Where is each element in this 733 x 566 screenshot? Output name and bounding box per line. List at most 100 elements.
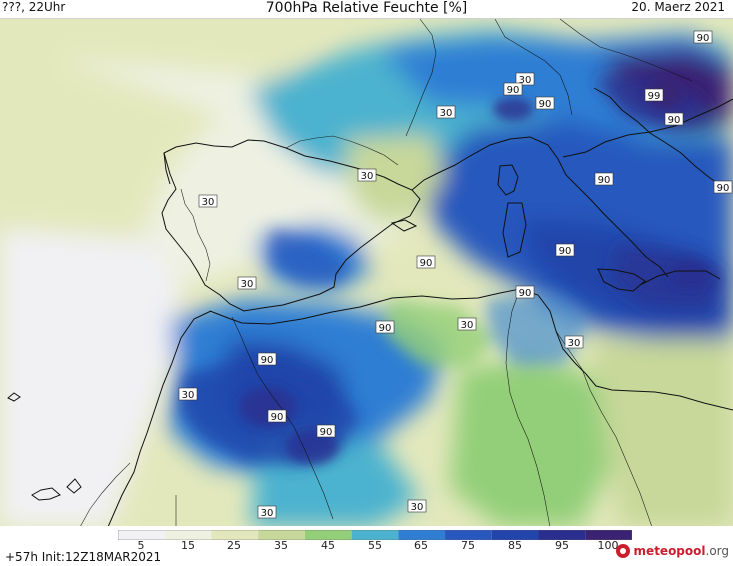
corsica-coastline <box>497 164 519 196</box>
contour-label: 90 <box>664 112 684 126</box>
border-alps <box>494 19 573 116</box>
contour-label-box <box>515 285 535 299</box>
humidity-zone-libya <box>590 339 733 527</box>
colorbar-label: 85 <box>508 539 522 552</box>
colorbar-segment <box>164 530 212 540</box>
coastlines <box>7 87 733 527</box>
header: ???, 22Uhr 700hPa Relative Feuchte [%] 2… <box>0 0 733 18</box>
balearic-islands <box>390 219 418 232</box>
contour-label-text: 90 <box>420 258 433 269</box>
contour-label-text: 30 <box>261 508 274 519</box>
madeira-island <box>7 392 21 402</box>
colorbar-label: 35 <box>274 539 288 552</box>
init-time: +57h Init:12Z18MAR2021 <box>5 550 162 564</box>
colorbar-segment <box>538 530 586 540</box>
meteopool-logo: meteopool.org <box>615 544 729 558</box>
contour-label: 30 <box>407 499 427 513</box>
contour-label: 90 <box>594 172 614 186</box>
contour-label-text: 30 <box>440 108 453 119</box>
contour-label: 30 <box>457 317 477 331</box>
contour-label-text: 30 <box>411 502 424 513</box>
iberia-coastline <box>161 139 421 312</box>
border-western-sahara <box>79 462 131 527</box>
country-borders <box>79 19 693 527</box>
colorbar <box>118 530 632 540</box>
contour-label: 30 <box>178 387 198 401</box>
contour-label-box <box>375 320 395 334</box>
contour-label-text: 90 <box>539 99 552 110</box>
contour-label-box <box>178 387 198 401</box>
contour-label-box <box>503 82 523 96</box>
humidity-zone-balearic <box>345 134 445 224</box>
humidity-core-3 <box>493 97 533 121</box>
adriatic-east-coast <box>593 87 726 189</box>
footer: 5 15 25 35 45 55 65 75 85 95 100 +57h In… <box>0 526 733 566</box>
contour-label: 30 <box>237 276 257 290</box>
humidity-zone-very-dry-west <box>0 229 182 527</box>
forecast-time: ???, 22Uhr <box>2 0 66 14</box>
contour-label-text: 30 <box>361 171 374 182</box>
contour-label: 90 <box>503 82 523 96</box>
colorbar-label: 15 <box>181 539 195 552</box>
colorbar-label: 100 <box>597 539 619 552</box>
contour-label: 99 <box>644 88 664 102</box>
colorbar-segment <box>585 530 632 540</box>
iberia-north-coast <box>163 152 171 185</box>
contour-label: 30 <box>564 335 584 349</box>
colorbar-label: 75 <box>461 539 475 552</box>
contour-label-text: 90 <box>668 115 681 126</box>
contour-label-text: 90 <box>519 288 532 299</box>
border-morocco-algeria <box>231 316 334 520</box>
contour-label-text: 30 <box>241 279 254 290</box>
colorbar-segment <box>118 530 165 540</box>
colorbar-label: 65 <box>414 539 428 552</box>
contour-label-box <box>357 168 377 182</box>
contour-label-text: 30 <box>568 338 581 349</box>
colorbar-segment <box>351 530 399 540</box>
sardinia-coastline <box>502 202 527 258</box>
colorbar-label: 5 <box>137 539 145 552</box>
logo-brand: meteopool <box>633 544 706 558</box>
sicily-coastline <box>597 268 646 292</box>
contour-label-box <box>316 424 336 438</box>
contour-label: 30 <box>515 72 535 86</box>
contour-label-box <box>693 30 713 44</box>
contour-label-text: 90 <box>379 323 392 334</box>
contour-label-box <box>713 180 733 194</box>
contour-label-text: 30 <box>461 320 474 331</box>
contour-label-text: 90 <box>261 355 274 366</box>
contour-label: 90 <box>416 255 436 269</box>
colorbar-labels: 5 15 25 35 45 55 65 75 85 95 100 <box>0 540 733 552</box>
map-title: 700hPa Relative Feuchte [%] <box>265 0 468 16</box>
contour-label: 30 <box>357 168 377 182</box>
logo-text: meteopool.org <box>634 544 729 558</box>
border-algeria-tunisia <box>505 288 551 527</box>
contour-label-text: 90 <box>559 246 572 257</box>
colorbar-label: 95 <box>555 539 569 552</box>
humidity-detail-spain-south <box>270 229 350 285</box>
colorbar-segment <box>491 530 539 540</box>
contour-label-box <box>594 172 614 186</box>
colorbar-segment <box>211 530 259 540</box>
colorbar-segment <box>398 530 446 540</box>
logo-icon <box>615 544 630 558</box>
border-portugal-spain <box>180 188 211 282</box>
contour-label-text: 30 <box>519 75 532 86</box>
adriatic-west-coast <box>562 98 733 158</box>
contour-label-box <box>564 335 584 349</box>
contour-label-box <box>198 194 218 208</box>
contour-label-text: 90 <box>320 427 333 438</box>
contour-label-box <box>644 88 664 102</box>
colorbar-segment <box>445 530 492 540</box>
colorbar-label: 25 <box>227 539 241 552</box>
contour-label-box <box>436 105 456 119</box>
contour-label-box <box>555 243 575 257</box>
france-italy-coast <box>411 136 669 278</box>
contour-label-box <box>257 505 277 519</box>
contour-label-text: 99 <box>648 91 661 102</box>
humidity-zone-south-east <box>450 359 620 527</box>
humidity-core-5 <box>670 260 710 288</box>
humidity-map-svg: 90 30 90 90 30 <box>0 19 733 527</box>
contour-label: 30 <box>436 105 456 119</box>
logo-tld: .org <box>705 544 730 558</box>
